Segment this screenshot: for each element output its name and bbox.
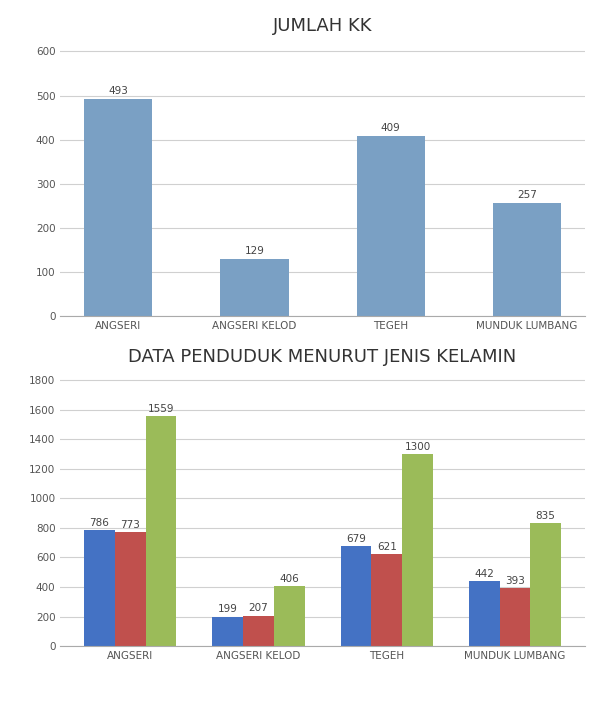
Text: 207: 207	[248, 604, 268, 613]
Bar	[84, 99, 153, 316]
Text: 1559: 1559	[148, 403, 174, 413]
Bar	[402, 454, 433, 646]
Text: 409: 409	[381, 123, 400, 133]
Text: 129: 129	[245, 246, 264, 256]
Text: 1300: 1300	[405, 442, 431, 452]
Bar	[115, 532, 146, 646]
Bar	[530, 523, 561, 646]
Text: 679: 679	[346, 533, 366, 544]
Text: 773: 773	[121, 520, 140, 530]
Text: 621: 621	[377, 542, 397, 552]
Bar	[493, 202, 561, 316]
Title: JUMLAH KK: JUMLAH KK	[273, 18, 373, 36]
Text: 786: 786	[90, 518, 110, 528]
Bar	[146, 416, 177, 646]
Bar	[371, 555, 402, 646]
Bar	[341, 546, 371, 646]
Bar	[212, 617, 243, 646]
Text: 257: 257	[517, 190, 537, 200]
Bar	[469, 581, 499, 646]
Text: 835: 835	[535, 510, 555, 520]
Bar	[243, 616, 274, 646]
Text: 406: 406	[279, 574, 299, 584]
Text: 493: 493	[109, 86, 128, 96]
Legend: JUMLAH KK: JUMLAH KK	[283, 381, 362, 391]
Bar	[221, 259, 289, 316]
Text: 199: 199	[218, 604, 238, 614]
Bar	[356, 136, 425, 316]
Text: 393: 393	[505, 576, 525, 586]
Bar	[499, 588, 530, 646]
Text: 442: 442	[474, 569, 494, 579]
Title: DATA PENDUDUK MENURUT JENIS KELAMIN: DATA PENDUDUK MENURUT JENIS KELAMIN	[128, 348, 517, 366]
Bar	[84, 530, 115, 646]
Bar	[274, 586, 305, 646]
